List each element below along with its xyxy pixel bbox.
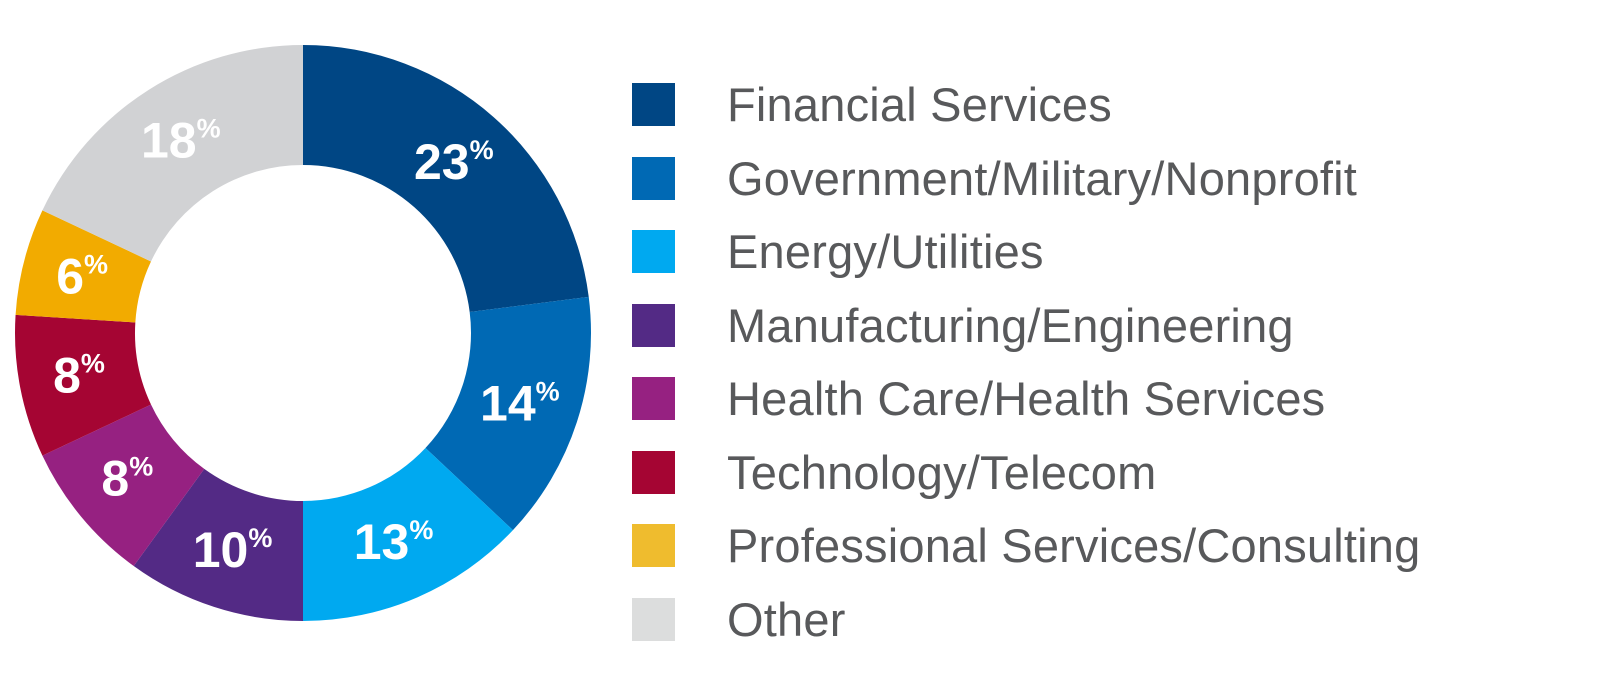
- legend-swatch: [632, 156, 675, 200]
- slice-value-label: 23%: [414, 134, 494, 190]
- legend-swatch: [632, 303, 675, 347]
- legend-item: Manufacturing/Engineering: [632, 289, 1420, 363]
- slice-government-military-nonprofit: [425, 296, 591, 531]
- slice-technology-telecom: [14, 314, 151, 456]
- slice-value-label: 8%: [101, 450, 153, 506]
- slice-value-label: 10%: [193, 522, 273, 578]
- slice-value-label: 6%: [56, 248, 108, 304]
- slice-value-label: 13%: [354, 514, 434, 570]
- legend-item: Technology/Telecom: [632, 436, 1420, 510]
- slice-health-care-health-services: [42, 404, 205, 566]
- slice-manufacturing-engineering: [133, 468, 303, 621]
- legend-swatch: [632, 83, 675, 127]
- legend-item: Energy/Utilities: [632, 215, 1420, 289]
- legend-item: Professional Services/Consulting: [632, 509, 1420, 583]
- slice-other: [42, 45, 303, 262]
- legend-item: Health Care/Health Services: [632, 362, 1420, 436]
- donut-chart: 23% 14% 13% 10% 8% 8% 6% 18%: [14, 45, 591, 621]
- legend-swatch: [632, 230, 675, 274]
- slice-energy-utilities: [303, 448, 513, 621]
- legend-label: Health Care/Health Services: [727, 372, 1326, 426]
- legend-item: Other: [632, 583, 1420, 657]
- legend-label: Technology/Telecom: [727, 445, 1157, 499]
- legend-swatch: [632, 377, 675, 421]
- legend-swatch: [632, 597, 675, 641]
- chart-legend: Financial Services Government/Military/No…: [632, 68, 1420, 656]
- slice-value-label: 14%: [480, 375, 560, 431]
- legend-item: Financial Services: [632, 68, 1420, 142]
- legend-label: Financial Services: [727, 78, 1112, 132]
- legend-label: Government/Military/Nonprofit: [727, 151, 1358, 205]
- slice-financial-services: [303, 45, 589, 312]
- legend-label: Professional Services/Consulting: [727, 519, 1421, 573]
- legend-label: Other: [727, 592, 846, 646]
- slice-professional-services-consulting: [15, 210, 151, 323]
- slice-value-label: 8%: [53, 348, 105, 404]
- legend-label: Manufacturing/Engineering: [727, 298, 1294, 352]
- slice-value-label: 18%: [141, 112, 221, 168]
- legend-swatch: [632, 450, 675, 494]
- legend-label: Energy/Utilities: [727, 225, 1044, 279]
- legend-swatch: [632, 524, 675, 568]
- legend-item: Government/Military/Nonprofit: [632, 142, 1420, 216]
